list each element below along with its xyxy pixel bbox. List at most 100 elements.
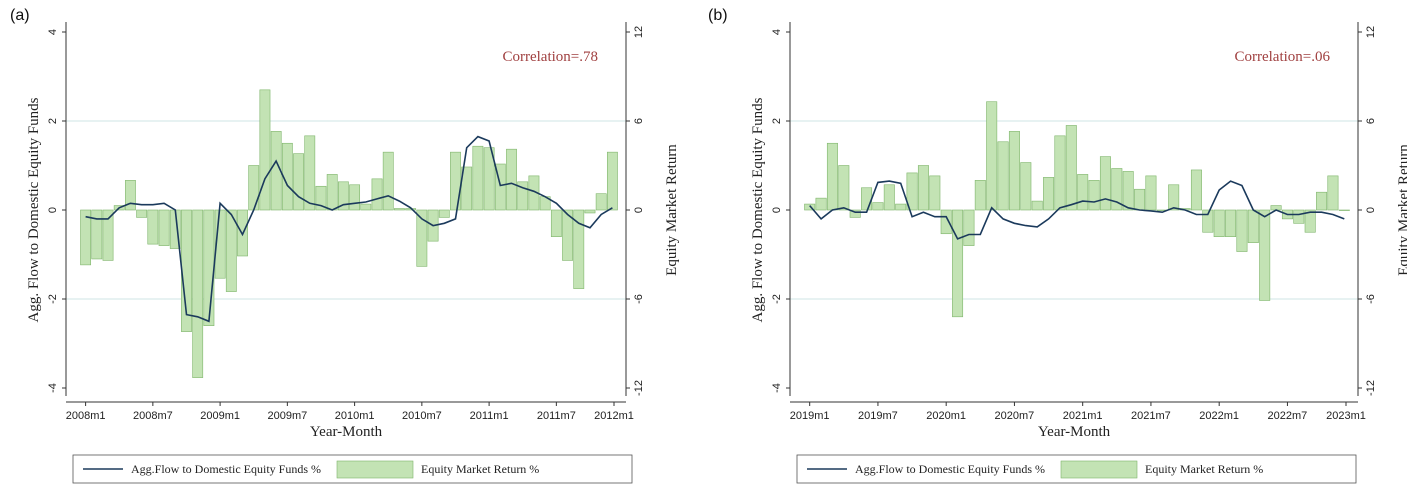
legend-bar-label: Equity Market Return % (1145, 462, 1263, 476)
bar-6 (147, 209, 159, 245)
bar-20 (304, 135, 316, 211)
legend-bar-label: Equity Market Return % (421, 462, 539, 476)
bar-10 (192, 209, 204, 378)
bar-19 (293, 153, 304, 211)
ytick-left-label: -2 (47, 294, 59, 304)
bar-27 (382, 151, 394, 211)
bar-35 (1202, 209, 1214, 233)
bar-34 (1190, 169, 1202, 211)
bar-44 (573, 209, 585, 289)
ytick-left-label: -4 (771, 383, 783, 393)
bar-13 (952, 209, 964, 318)
xtick-label: 2022m7 (1268, 410, 1308, 422)
xtick-label: 2008m7 (133, 410, 173, 422)
panel-label: (a) (10, 7, 30, 24)
bar-46 (1327, 175, 1339, 211)
bar-45 (584, 209, 596, 214)
ytick-left-label: -2 (771, 294, 783, 304)
ytick-left-label: 2 (47, 118, 59, 124)
bar-17 (997, 141, 1009, 211)
ytick-right-label: 0 (1365, 207, 1377, 213)
bar-0 (80, 209, 92, 266)
bar-37 (494, 163, 506, 211)
flow-line (85, 135, 613, 323)
ytick-left-label: 0 (771, 207, 783, 213)
bar-7 (158, 209, 170, 246)
bar-21 (315, 185, 327, 211)
bar-22 (326, 174, 338, 211)
ytick-left-label: 0 (47, 207, 59, 213)
ytick-right-label: -6 (1365, 294, 1377, 304)
bar-27 (1111, 168, 1123, 211)
bar-2 (102, 209, 114, 261)
bar-20 (1031, 200, 1043, 211)
bar-40 (1259, 209, 1271, 301)
legend: Agg.Flow to Domestic Equity Funds % Equit… (796, 454, 1357, 484)
xtick-label: 2019m1 (790, 410, 830, 422)
bar-18 (281, 142, 293, 211)
bar-25 (360, 203, 372, 211)
bar-37 (1225, 209, 1237, 238)
bar-16 (986, 101, 998, 211)
xtick-label: 2019m7 (858, 410, 898, 422)
bar-16 (259, 89, 271, 211)
bar-14 (963, 209, 975, 246)
bar-32 (1168, 184, 1180, 211)
legend-line-label: Agg.Flow to Domestic Equity Funds % (855, 462, 1045, 476)
bar-12 (940, 209, 952, 235)
y-axis-title-right: Equity Market Return (664, 144, 680, 276)
bar-26 (1099, 156, 1111, 211)
bar-44 (1304, 209, 1316, 233)
bar-19 (1020, 162, 1032, 211)
legend-bar-swatch (336, 460, 414, 479)
xtick-label: 2021m1 (1063, 410, 1103, 422)
bar-43 (1293, 209, 1305, 224)
bar-series (804, 101, 1350, 318)
correlation-annotation: Correlation=.78 (502, 49, 598, 65)
bar-42 (550, 209, 562, 238)
ytick-left-label: -4 (47, 383, 59, 393)
bar-series (80, 89, 618, 378)
bar-26 (371, 178, 383, 211)
bar-5 (861, 187, 873, 211)
ytick-right-label: 12 (633, 26, 645, 38)
bar-33 (450, 151, 461, 211)
bar-3 (838, 165, 850, 211)
bar-24 (1077, 174, 1089, 211)
xtick-label: 2011m7 (537, 410, 576, 422)
bar-30 (416, 209, 428, 267)
xtick-label: 2009m7 (267, 410, 307, 422)
bar-11 (203, 209, 215, 326)
bar-32 (438, 209, 450, 218)
x-axis-title: Year-Month (1038, 424, 1111, 440)
bar-23 (1065, 125, 1077, 211)
bar-45 (1316, 191, 1328, 211)
bar-4 (849, 209, 861, 218)
bar-21 (1043, 177, 1055, 211)
y-axis-title-left: Agg. Flow to Domestic Equity Funds (750, 97, 766, 322)
bar-24 (349, 184, 361, 211)
ytick-right-label: -12 (1365, 380, 1377, 396)
ytick-right-label: -6 (633, 294, 645, 304)
ytick-left-label: 2 (771, 118, 783, 124)
xtick-label: 2021m7 (1131, 410, 1171, 422)
legend-line-label: Agg.Flow to Domestic Equity Funds % (131, 462, 321, 476)
bar-28 (1122, 171, 1134, 211)
xtick-label: 2010m7 (402, 410, 442, 422)
bar-8 (895, 203, 907, 211)
xtick-label: 2022m1 (1199, 410, 1239, 422)
panel-label: (b) (708, 7, 728, 24)
chart-panel-b: (b) -4 -2 0 2 4 -12 -6 0 6 12 2019m1 2019m7 2020m1 202… (708, 7, 1407, 484)
bar-29 (1134, 188, 1146, 211)
bar-11 (929, 175, 941, 211)
bar-10 (917, 165, 929, 211)
ytick-left-label: 4 (47, 29, 59, 35)
bar-39 (1247, 209, 1259, 243)
bar-39 (517, 181, 529, 211)
xtick-label: 2023m1 (1326, 410, 1366, 422)
correlation-annotation: Correlation=.06 (1234, 49, 1330, 65)
xtick-label: 2010m1 (335, 410, 375, 422)
bar-2 (826, 142, 838, 211)
ytick-right-label: 6 (1365, 118, 1377, 124)
xtick-label: 2020m1 (926, 410, 966, 422)
